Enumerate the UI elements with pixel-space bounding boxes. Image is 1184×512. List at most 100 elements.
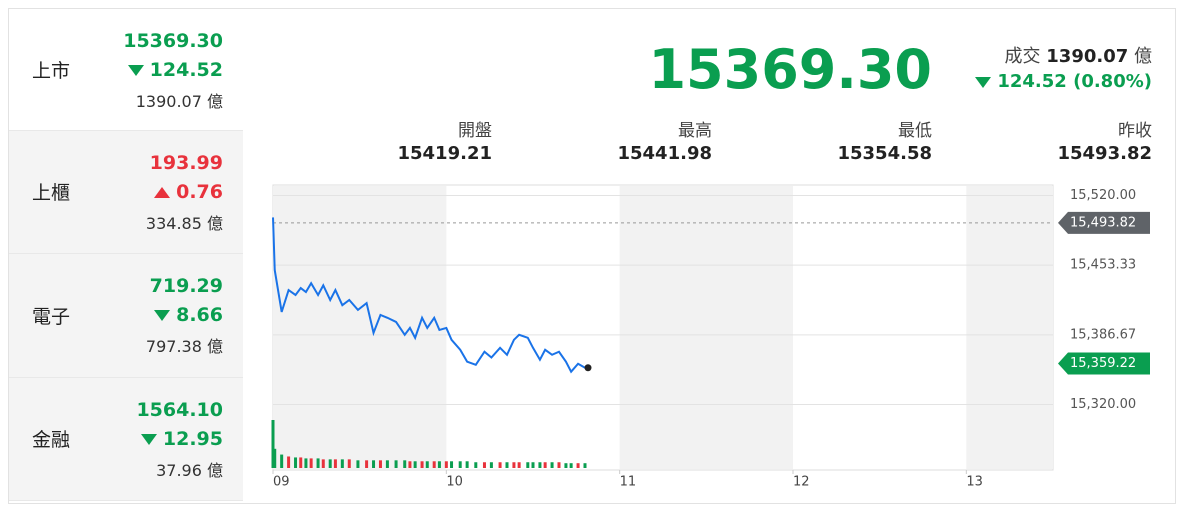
volume-bar	[489, 462, 493, 468]
stat-value: 15419.21	[397, 143, 492, 164]
x-tick-label: 09	[273, 475, 290, 490]
volume-bar	[316, 458, 320, 468]
sidebar-row: 上櫃 193.99 0.76 334.85 億	[9, 131, 243, 254]
volume-bar	[450, 461, 454, 468]
volume-bar	[458, 461, 462, 468]
y-tick-label: 15,386.67	[1070, 327, 1136, 342]
arrow	[154, 310, 171, 321]
volume-bar	[333, 459, 337, 468]
volume-bar	[425, 461, 429, 468]
volume-bar	[432, 461, 436, 468]
volume-bar	[531, 462, 535, 468]
volume-bar	[309, 458, 313, 468]
volume-bar	[273, 448, 277, 468]
row-change: 0.76	[154, 181, 223, 203]
volume-bar	[328, 459, 332, 468]
sidebar-row: 電子 719.29 8.66 797.38 億	[9, 254, 243, 378]
shade-band	[273, 186, 447, 469]
volume-bar	[437, 461, 441, 468]
stat-value: 15493.82	[1057, 143, 1152, 164]
volume-bar	[321, 459, 325, 468]
row-name: 電子	[32, 305, 71, 328]
arrow	[975, 76, 992, 88]
volume-bar	[299, 457, 303, 468]
row-change-value: 0.76	[176, 181, 223, 203]
volume-bar	[576, 463, 580, 468]
x-tick-label: 13	[966, 475, 983, 490]
volume-bar	[482, 462, 486, 468]
volume-bar	[420, 461, 424, 468]
volume-bar	[287, 456, 291, 468]
volume-bar	[365, 460, 369, 468]
x-tick-label: 11	[620, 475, 637, 490]
row-name: 金融	[32, 429, 71, 451]
volume-bar	[378, 460, 382, 468]
volume-bar	[543, 462, 547, 468]
row-name: 上櫃	[32, 182, 71, 204]
volume-unit: 億	[1134, 46, 1152, 67]
row-volume: 37.96 億	[156, 461, 223, 480]
volume-value: 1390.07	[1046, 46, 1129, 67]
row-change-value: 8.66	[176, 304, 223, 326]
volume-bar	[372, 460, 376, 468]
row-change-value: 124.52	[149, 59, 223, 81]
volume-bar	[394, 460, 398, 468]
volume-bar	[403, 460, 407, 468]
shade-band	[966, 186, 1053, 469]
row-change: 124.52	[127, 59, 223, 81]
volume-bar	[569, 463, 573, 468]
stat-label: 昨收	[1118, 121, 1152, 141]
volume-bar	[347, 459, 351, 468]
volume-bar	[385, 460, 389, 468]
volume-bar	[505, 462, 509, 468]
x-tick-label: 12	[793, 475, 810, 490]
stat-label: 最高	[678, 121, 712, 141]
volume-bar	[356, 460, 360, 468]
volume-bar	[271, 420, 275, 468]
change: 124.52 (0.80%)	[997, 71, 1152, 92]
stat-label: 開盤	[458, 121, 492, 141]
arrow	[127, 65, 144, 76]
row-name: 上市	[32, 59, 71, 82]
frame	[8, 8, 1176, 504]
volume-bar	[517, 462, 521, 468]
main-price: 15369.30	[648, 38, 932, 101]
row-change: 12.95	[140, 428, 223, 450]
last-badge	[1058, 352, 1150, 375]
x-tick-label: 10	[446, 475, 463, 490]
volume-bar	[498, 462, 502, 468]
volume-bar	[538, 462, 542, 468]
stat-value: 15441.98	[617, 143, 712, 164]
row-change: 8.66	[154, 304, 223, 326]
row-volume: 1390.07 億	[135, 92, 223, 111]
price-line	[272, 217, 586, 374]
y-tick-label: 15,453.33	[1070, 258, 1136, 273]
volume-bar	[465, 461, 469, 468]
volume-bar	[340, 459, 344, 468]
y-tick-label: 15,320.00	[1070, 397, 1136, 412]
volume-bar	[583, 463, 587, 468]
row-volume: 334.85 億	[145, 214, 223, 233]
volume-bar	[444, 461, 448, 468]
reference-badge	[1058, 211, 1150, 234]
y-tick-label: 15,520.00	[1070, 188, 1136, 203]
volume-bar	[564, 463, 568, 468]
last-point	[584, 364, 592, 372]
volume-line: 成交 1390.07 億	[1005, 42, 1152, 68]
volume-label: 成交	[1004, 46, 1041, 67]
change-line: 124.52 (0.80%)	[975, 71, 1152, 92]
sidebar-row: 金融 1564.10 12.95 37.96 億	[9, 378, 243, 501]
stat-label: 最低	[898, 121, 932, 141]
last-badge-label: 15,359.22	[1070, 356, 1136, 371]
volume-bar	[557, 462, 561, 468]
row-volume: 797.38 億	[145, 337, 223, 356]
volume-bar	[413, 461, 417, 468]
reference-badge-label: 15,493.82	[1070, 215, 1136, 230]
row-price: 193.99	[149, 152, 223, 174]
volume-bar	[304, 458, 308, 468]
volume-bar	[512, 462, 516, 468]
arrow	[154, 187, 171, 198]
row-price: 719.29	[149, 275, 223, 297]
